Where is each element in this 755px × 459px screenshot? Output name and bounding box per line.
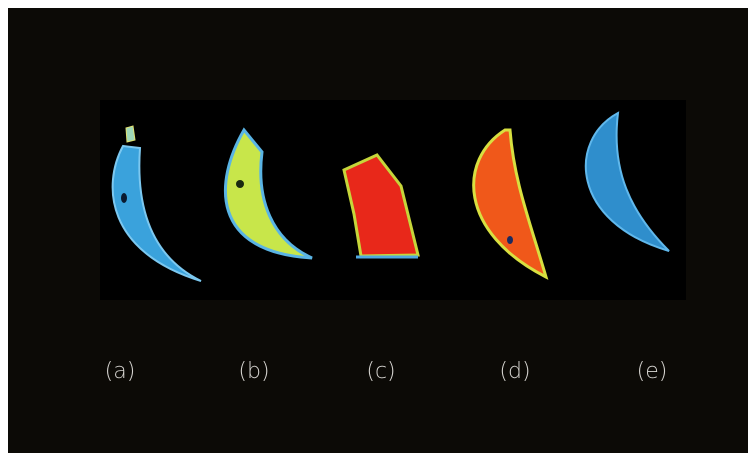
page: (a) (b) (c) (d) (e) (() => { const data …: [0, 0, 755, 459]
panel-label: (b): [238, 359, 269, 384]
figure: (a) (b) (c) (d) (e): [0, 0, 755, 459]
panel-label: (a): [105, 359, 136, 384]
panel-label: (d): [499, 359, 530, 384]
panel-label: (e): [637, 359, 668, 384]
panel-label: (c): [366, 359, 395, 384]
